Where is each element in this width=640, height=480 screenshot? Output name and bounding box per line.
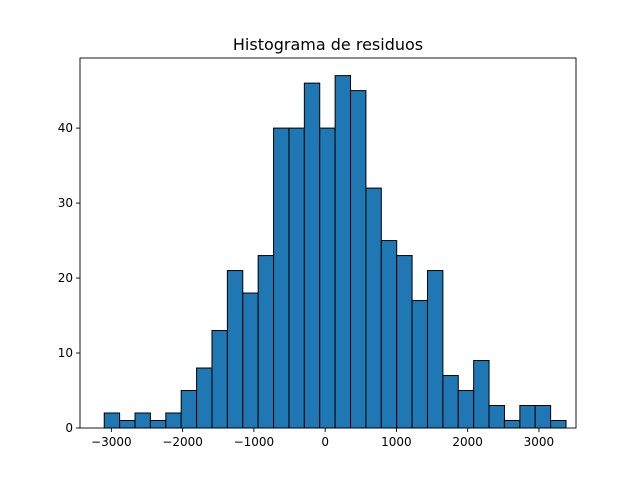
histogram-bar xyxy=(134,412,151,429)
histogram-bar xyxy=(334,75,352,429)
histogram-bar xyxy=(288,127,305,429)
y-tick-label: 20 xyxy=(58,271,73,285)
histogram-bar xyxy=(226,270,244,429)
y-tick-label: 10 xyxy=(58,346,73,360)
histogram-bar xyxy=(457,390,475,429)
histogram-bar xyxy=(534,405,552,429)
histogram-bar xyxy=(365,187,382,429)
histogram-bar xyxy=(196,367,213,429)
x-tick-label: 2000 xyxy=(452,435,483,449)
histogram-bar xyxy=(119,420,136,429)
x-tick-label: 1000 xyxy=(381,435,412,449)
histogram-bar xyxy=(442,375,459,429)
x-tick-label: −3000 xyxy=(91,435,132,449)
histogram-bar xyxy=(411,300,428,429)
histogram-bar xyxy=(503,420,521,429)
x-tick-label: 3000 xyxy=(524,435,555,449)
histogram-bar xyxy=(473,360,490,429)
x-tick-label: −1000 xyxy=(234,435,275,449)
y-tick-label: 30 xyxy=(58,196,73,210)
histogram-bar xyxy=(550,420,567,429)
histogram-bar xyxy=(257,255,275,429)
histogram-bar xyxy=(396,255,413,429)
y-tick-label: 40 xyxy=(58,121,73,135)
histogram-bar xyxy=(319,127,336,429)
histogram-bar xyxy=(211,330,228,429)
y-tick-label: 0 xyxy=(65,421,73,435)
chart-title: Histograma de residuos xyxy=(233,35,423,54)
histogram-bar xyxy=(149,420,167,429)
histogram-bar xyxy=(380,240,398,429)
histogram-bar xyxy=(242,292,259,429)
histogram-bar xyxy=(180,390,198,429)
histogram-bar xyxy=(273,127,290,429)
histogram-bar xyxy=(303,82,321,429)
histogram-bar xyxy=(488,405,505,429)
x-axis: −3000 −2000 −1000 0 1000 2000 3000 xyxy=(91,428,554,449)
histogram-bar xyxy=(426,270,444,429)
axes-frame xyxy=(79,57,577,429)
x-tick-label: −2000 xyxy=(162,435,203,449)
histogram-bar xyxy=(519,405,536,429)
y-axis: 0 10 20 30 40 xyxy=(58,121,80,435)
histogram-bar xyxy=(103,412,121,429)
x-tick-label: 0 xyxy=(321,435,329,449)
histogram-bar xyxy=(350,90,367,429)
bars-group xyxy=(103,75,567,429)
histogram-bar xyxy=(165,412,182,429)
